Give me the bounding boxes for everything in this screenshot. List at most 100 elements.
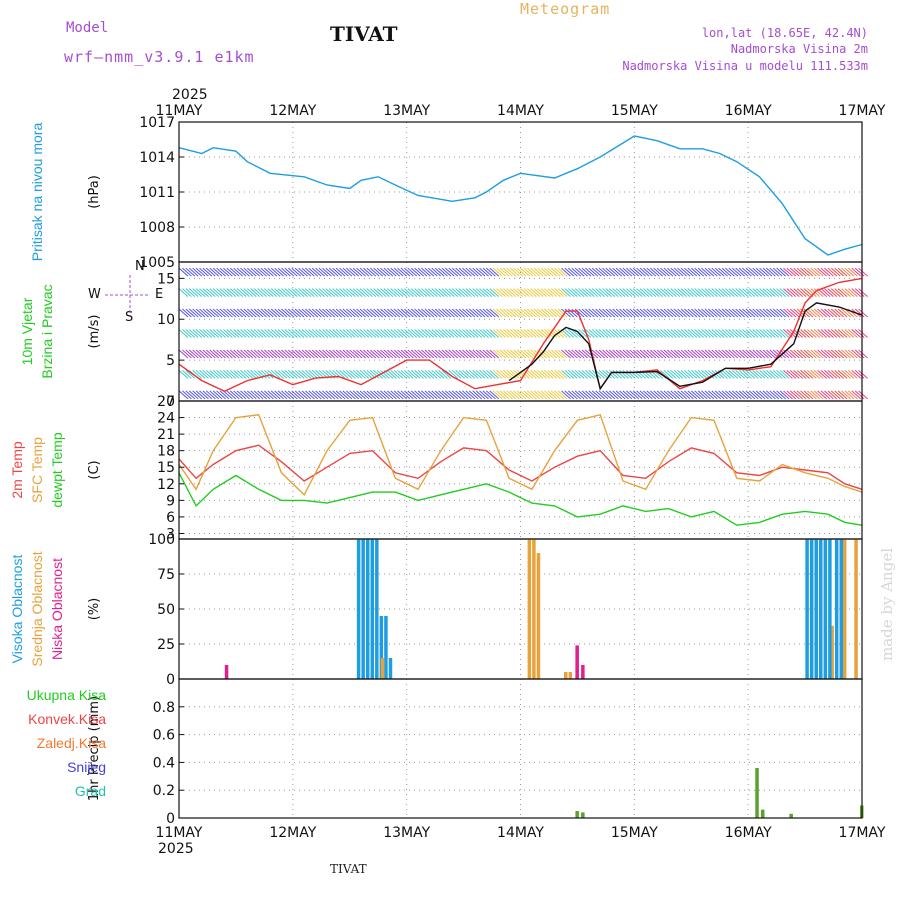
series-line [178,444,863,490]
wind-barb [759,329,769,338]
wind-barb [851,370,862,379]
wind-barb [332,288,343,297]
wind-barb [257,329,267,338]
wind-barb [325,288,336,297]
time-tick-label-top: 17MAY [839,103,886,119]
wind-barb [554,390,564,400]
wind-barb [216,370,226,379]
wind-barb [315,288,325,297]
bar [575,645,579,679]
wind-barb [400,370,411,379]
wind-barb [550,267,561,277]
wind-barb [557,349,568,359]
bar [384,616,388,679]
wind-barb [813,288,824,297]
wind-barb [738,370,749,379]
wind-barb [755,288,766,297]
wind-barb [731,370,742,379]
wind-barb [841,390,851,400]
bar [755,767,759,818]
wind-barb [301,329,312,338]
wind-barb [243,308,254,318]
wind-barb [294,267,305,277]
wind-barb [451,308,462,318]
wind-barb [318,288,329,297]
wind-barb [752,390,763,400]
wind-barb [745,349,756,359]
wind-barb [516,390,527,400]
wind-barb [246,308,257,318]
wind-barb [499,267,510,277]
wind-barb [373,390,383,400]
wind-barb [509,267,520,277]
wind-barb [236,308,247,318]
wind-barb [762,267,773,277]
y-tick-label: 0 [166,811,175,827]
wind-barb [352,329,363,338]
wind-barb [489,370,500,379]
wind-barb [185,288,196,297]
wind-barb [687,390,698,400]
wind-barb [530,267,541,277]
wind-barb [725,267,735,277]
wind-barb [670,370,681,379]
wind-barb [687,329,698,338]
wind-barb [537,267,547,277]
wind-barb [305,308,315,318]
wind-barb [486,390,496,400]
wind-barb [622,288,633,297]
wind-barb [462,288,472,297]
wind-barb [219,267,230,277]
wind-barb [602,329,612,338]
wind-barb [506,288,517,297]
wind-barb [209,308,220,318]
bar [854,539,858,679]
wind-barb [486,288,496,297]
wind-barb [349,267,360,277]
wind-barb [537,288,547,297]
wind-barb [807,308,817,318]
wind-barb [574,390,585,400]
wind-barb [178,370,189,379]
wind-barb [492,370,503,379]
wind-barb [697,370,708,379]
wind-barb [694,308,704,318]
wind-barb [386,267,397,277]
wind-barb [400,267,411,277]
wind-barb [820,390,831,400]
wind-barb [557,267,568,277]
wind-barb [205,349,216,359]
wind-barb [697,329,708,338]
wind-barb [585,329,595,338]
wind-barb [366,308,377,318]
wind-barb [212,308,223,318]
wind-barb [373,288,383,297]
wind-barb [462,370,472,379]
side-label: Visoka Oblacnost [9,555,25,664]
y-tick-label: 1011 [139,185,175,201]
wind-barb [530,390,541,400]
wind-barb [386,329,397,338]
wind-barb [530,308,541,318]
wind-barb [233,329,243,338]
wind-barb [277,329,288,338]
wind-barb [643,390,653,400]
wind-barb [462,390,472,400]
wind-barb [475,267,486,277]
wind-barb [339,288,349,297]
wind-barb [380,308,390,318]
wind-barb [772,288,783,297]
year-label-top: 2025 [172,87,208,103]
wind-barb [663,288,674,297]
wind-barb [468,329,479,338]
wind-barb [728,267,739,277]
wind-barb [257,308,267,318]
wind-barb [216,390,226,400]
wind-barb [195,329,206,338]
wind-barb [499,349,510,359]
wind-barb [492,329,503,338]
wind-barb [359,329,370,338]
wind-barb [516,370,527,379]
wind-barb [684,370,694,379]
panel-5: 0 0.2 0.4 0.6 0.8 1hr Precip (mm)Ukupna Kisa K… [27,678,864,827]
